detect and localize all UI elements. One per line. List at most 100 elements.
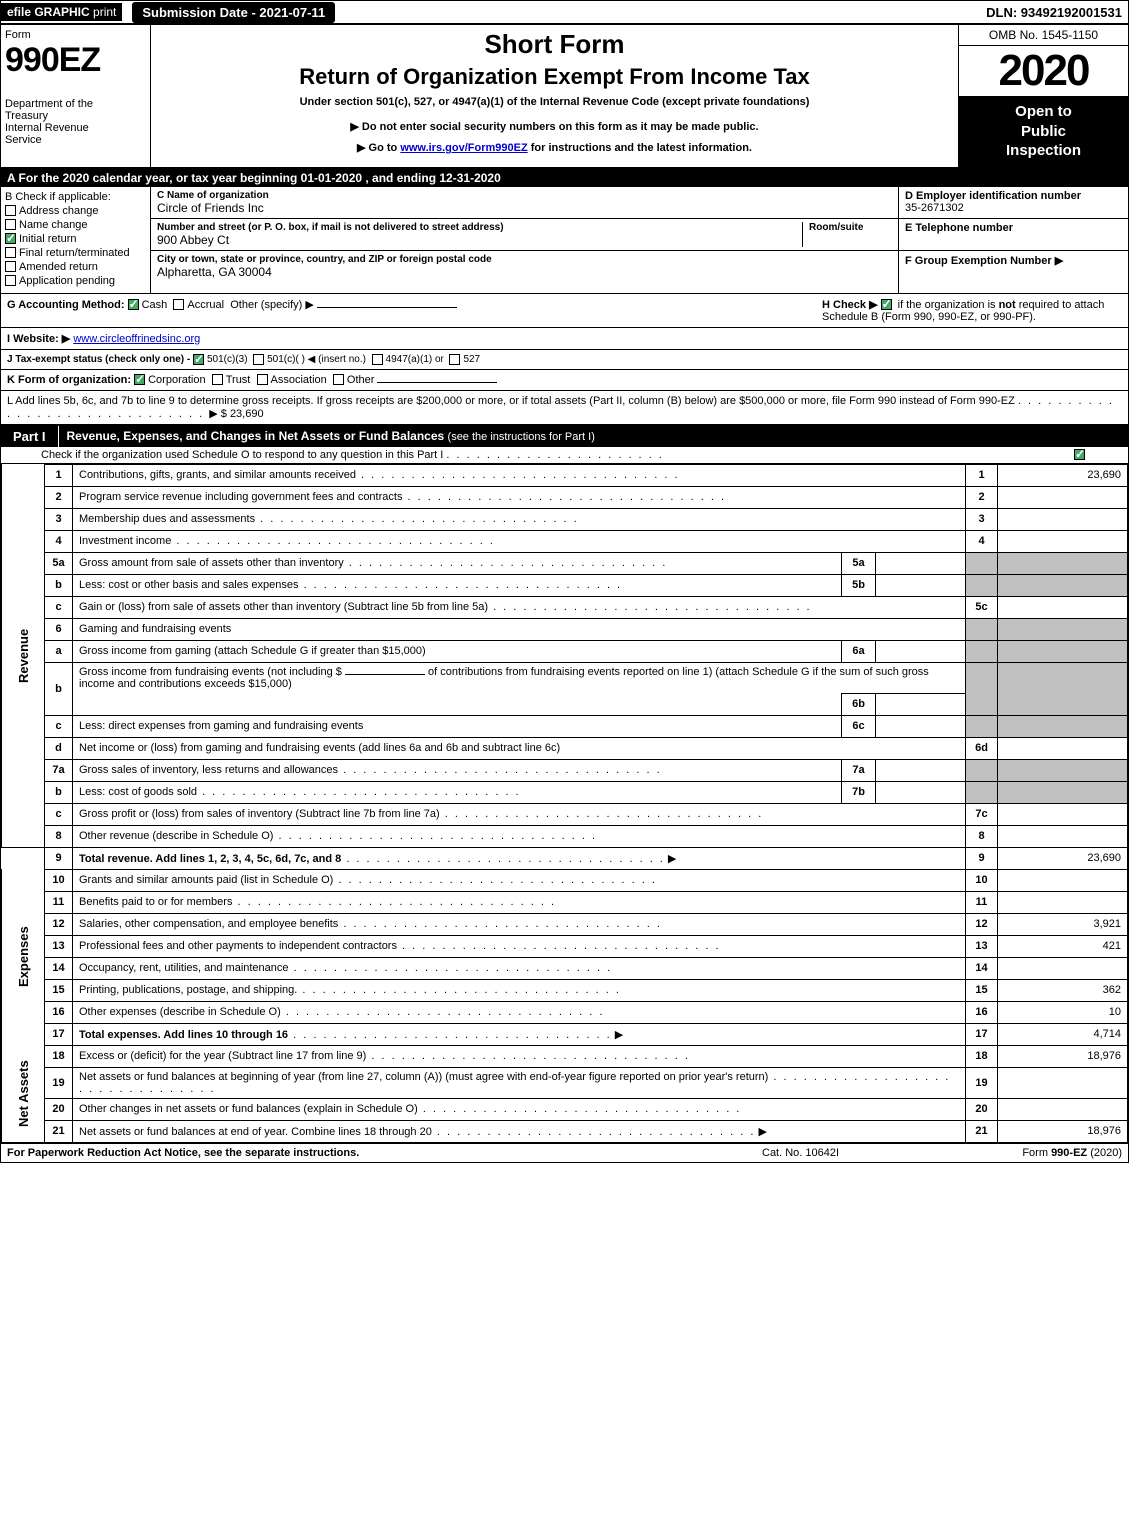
note2-prefix: ▶ Go to	[357, 142, 400, 154]
footer: For Paperwork Reduction Act Notice, see …	[1, 1143, 1128, 1162]
section-def: D Employer identification number 35-2671…	[898, 187, 1128, 293]
revenue-expense-table: Revenue 1 Contributions, gifts, grants, …	[1, 464, 1128, 1143]
note2-suffix: for instructions and the latest informat…	[531, 142, 752, 154]
table-row: 8 Other revenue (describe in Schedule O)…	[2, 825, 1128, 847]
table-row: c Less: direct expenses from gaming and …	[2, 715, 1128, 737]
row-k: K Form of organization: Corporation Trus…	[1, 370, 1128, 391]
line-ref: 1	[966, 464, 998, 486]
city-row: City or town, state or province, country…	[151, 251, 898, 283]
table-row: c Gain or (loss) from sale of assets oth…	[2, 596, 1128, 618]
efile-box: efile GRAPHIC print	[1, 3, 122, 21]
section-a-tax-year: A For the 2020 calendar year, or tax yea…	[1, 169, 1128, 187]
netassets-side-label: Net Assets	[2, 1045, 45, 1142]
cb-final-return[interactable]: Final return/terminated	[5, 247, 146, 259]
table-row: 6b	[2, 693, 1128, 715]
main-title: Return of Organization Exempt From Incom…	[161, 64, 948, 90]
g-label: G Accounting Method:	[7, 299, 125, 311]
checkbox-icon	[5, 219, 16, 230]
cb-address-change[interactable]: Address change	[5, 205, 146, 217]
part-i-header: Part I Revenue, Expenses, and Changes in…	[1, 426, 1128, 447]
dln-text: DLN: 93492192001531	[986, 5, 1128, 20]
table-row: 12 Salaries, other compensation, and emp…	[2, 913, 1128, 935]
cb-name-change[interactable]: Name change	[5, 219, 146, 231]
revenue-side-label: Revenue	[2, 464, 45, 847]
table-row: Expenses 10 Grants and similar amounts p…	[2, 869, 1128, 891]
header-center: Short Form Return of Organization Exempt…	[151, 25, 958, 167]
table-row: a Gross income from gaming (attach Sched…	[2, 640, 1128, 662]
cb-4947-icon[interactable]	[372, 354, 383, 365]
checkbox-icon	[5, 261, 16, 272]
i-label: I Website: ▶	[7, 333, 70, 345]
section-b-label: B Check if applicable:	[5, 191, 146, 203]
org-name-row: C Name of organization Circle of Friends…	[151, 187, 898, 219]
cb-other-icon[interactable]	[333, 374, 344, 385]
table-row: d Net income or (loss) from gaming and f…	[2, 737, 1128, 759]
table-row: 14 Occupancy, rent, utilities, and maint…	[2, 957, 1128, 979]
phone-row: E Telephone number	[899, 219, 1128, 251]
city-value: Alpharetta, GA 30004	[157, 265, 892, 279]
note-link: ▶ Go to www.irs.gov/Form990EZ for instru…	[161, 141, 948, 154]
checkbox-cash-icon[interactable]	[128, 299, 139, 310]
row-g: G Accounting Method: Cash Accrual Other …	[7, 298, 822, 323]
l-amount: ▶ $ 23,690	[209, 408, 263, 420]
section-c: C Name of organization Circle of Friends…	[151, 187, 898, 293]
cb-501c-icon[interactable]	[253, 354, 264, 365]
table-row: 21 Net assets or fund balances at end of…	[2, 1120, 1128, 1142]
checkbox-accrual-icon[interactable]	[173, 299, 184, 310]
header-right: OMB No. 1545-1150 2020 Open toPublicInsp…	[958, 25, 1128, 167]
cb-assoc-icon[interactable]	[257, 374, 268, 385]
cb-schedule-o-icon[interactable]	[1074, 449, 1085, 460]
short-form-title: Short Form	[161, 29, 948, 60]
checkbox-h-icon[interactable]	[881, 299, 892, 310]
ein-row: D Employer identification number 35-2671…	[899, 187, 1128, 219]
table-row: 9 Total revenue. Add lines 1, 2, 3, 4, 5…	[2, 847, 1128, 869]
table-row: 4 Investment income 4	[2, 530, 1128, 552]
part-i-title: Revenue, Expenses, and Changes in Net As…	[59, 426, 1128, 446]
table-row: 5a Gross amount from sale of assets othe…	[2, 552, 1128, 574]
row-g-h: G Accounting Method: Cash Accrual Other …	[1, 294, 1128, 328]
cb-corp-icon[interactable]	[134, 374, 145, 385]
table-row: 2 Program service revenue including gove…	[2, 486, 1128, 508]
j-opt3: 4947(a)(1) or	[386, 354, 444, 365]
g-other-line	[317, 307, 457, 308]
org-name-value: Circle of Friends Inc	[157, 201, 892, 215]
line-amount: 23,690	[998, 464, 1128, 486]
street-label: Number and street (or P. O. box, if mail…	[157, 222, 802, 233]
part-i-sub: Check if the organization used Schedule …	[1, 447, 1128, 464]
city-label: City or town, state or province, country…	[157, 254, 892, 265]
l-text: L Add lines 5b, 6c, and 7b to line 9 to …	[7, 395, 1015, 407]
h-label: H Check ▶	[822, 299, 878, 311]
submission-date-button[interactable]: Submission Date - 2021-07-11	[132, 2, 335, 23]
irs-link[interactable]: www.irs.gov/Form990EZ	[400, 142, 527, 154]
cb-527-icon[interactable]	[449, 354, 460, 365]
j-opt4: 527	[463, 354, 480, 365]
cb-trust-icon[interactable]	[212, 374, 223, 385]
table-row: b Less: cost or other basis and sales ex…	[2, 574, 1128, 596]
cb-amended-return[interactable]: Amended return	[5, 261, 146, 273]
j-opt1: 501(c)(3)	[207, 354, 248, 365]
form-label: Form	[5, 29, 146, 41]
table-row: Revenue 1 Contributions, gifts, grants, …	[2, 464, 1128, 486]
g-accrual: Accrual	[187, 299, 224, 311]
table-row: 13 Professional fees and other payments …	[2, 935, 1128, 957]
cb-application-pending[interactable]: Application pending	[5, 275, 146, 287]
room-label: Room/suite	[809, 222, 892, 233]
table-row: 11 Benefits paid to or for members 11	[2, 891, 1128, 913]
cb-501c3-icon[interactable]	[193, 354, 204, 365]
cb-initial-return[interactable]: Initial return	[5, 233, 146, 245]
row-i: I Website: ▶ www.circleoffrinedsinc.org	[1, 328, 1128, 350]
section-b: B Check if applicable: Address change Na…	[1, 187, 151, 293]
print-link[interactable]: print	[93, 5, 116, 19]
table-row: b Gross income from fundraising events (…	[2, 662, 1128, 693]
header-row: Form 990EZ Department of theTreasuryInte…	[1, 25, 1128, 169]
checkbox-checked-icon	[5, 233, 16, 244]
website-link[interactable]: www.circleoffrinedsinc.org	[73, 333, 200, 345]
ein-label: D Employer identification number	[905, 190, 1122, 202]
footer-formref: Form 990-EZ (2020)	[942, 1147, 1122, 1159]
table-row: 6 Gaming and fundraising events	[2, 618, 1128, 640]
street-value: 900 Abbey Ct	[157, 233, 802, 247]
table-row: 3 Membership dues and assessments 3	[2, 508, 1128, 530]
footer-catno: Cat. No. 10642I	[762, 1147, 942, 1159]
g-cash: Cash	[142, 299, 168, 311]
checkbox-icon	[5, 247, 16, 258]
